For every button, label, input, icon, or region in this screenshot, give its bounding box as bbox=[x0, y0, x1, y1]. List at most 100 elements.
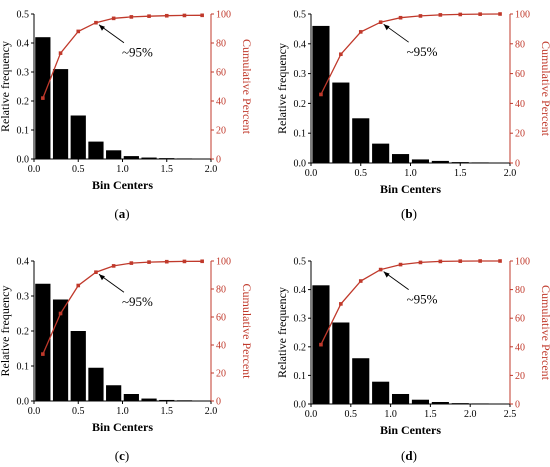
y2-tick-label: 0 bbox=[515, 159, 520, 170]
x-axis-title: Bin Centers bbox=[380, 182, 441, 196]
y2-axis-title: Cumulative Percent bbox=[539, 285, 550, 381]
y-tick-label: 0.1 bbox=[17, 362, 30, 373]
cumulative-point bbox=[200, 13, 204, 18]
histogram-bar bbox=[52, 69, 69, 159]
cumulative-line bbox=[42, 260, 203, 355]
cumulative-point bbox=[58, 51, 63, 55]
cumulative-point bbox=[41, 352, 45, 356]
y-axis-title: Relative frequency bbox=[0, 286, 12, 377]
x-axis-title: Bin Centers bbox=[380, 423, 441, 437]
cumulative-point bbox=[438, 13, 443, 17]
x-tick-label: 0.5 bbox=[355, 168, 368, 179]
cumulative-line bbox=[320, 260, 500, 345]
cumulative-point bbox=[458, 259, 463, 263]
y2-tick-label: 80 bbox=[515, 285, 525, 296]
y-tick-label: 0.4 bbox=[17, 39, 30, 50]
cumulative-point bbox=[129, 261, 134, 265]
y-tick-label: 0.0 bbox=[294, 400, 307, 411]
cumulative-line bbox=[320, 13, 501, 95]
cumulative-point bbox=[129, 15, 134, 19]
histogram-bar bbox=[352, 118, 370, 163]
panel-d: 0.0 0.5 1.0 1.5 2.0 2.5 0.0 0.1 0.2 0.3 0.4 0.5 0 20 4… bbox=[275, 257, 550, 464]
y2-tick-label: 60 bbox=[515, 314, 525, 325]
x-tick-label: 0.0 bbox=[305, 168, 318, 179]
y2-tick-label: 100 bbox=[515, 257, 530, 268]
histogram-bar bbox=[372, 381, 390, 404]
y2-tick-label: 40 bbox=[216, 97, 226, 108]
y2-tick-label: 20 bbox=[216, 369, 226, 380]
y2-tick-label: 0 bbox=[216, 397, 221, 408]
histogram-bar bbox=[431, 401, 449, 404]
x-tick-label: 1.0 bbox=[116, 164, 129, 175]
x-tick-label: 2.0 bbox=[205, 164, 218, 175]
annotation-arrowhead bbox=[383, 24, 390, 31]
y2-tick-label: 60 bbox=[515, 69, 525, 80]
x-tick-label: 1.5 bbox=[161, 406, 174, 417]
cumulative-point bbox=[41, 96, 45, 100]
cumulative-point bbox=[164, 13, 169, 18]
x-tick-label: 2.5 bbox=[504, 409, 517, 420]
cumulative-point bbox=[418, 260, 423, 265]
annotation-arrowhead bbox=[98, 274, 105, 281]
x-tick-label: 1.0 bbox=[404, 168, 417, 179]
cumulative-point bbox=[478, 12, 482, 16]
histogram-bar bbox=[106, 150, 122, 159]
annotation-label: ~95% bbox=[122, 45, 153, 60]
y2-tick-label: 100 bbox=[515, 10, 530, 21]
cumulative-point bbox=[111, 264, 116, 268]
histogram-bar bbox=[332, 322, 350, 404]
cumulative-point bbox=[94, 20, 98, 25]
y2-tick-label: 20 bbox=[216, 126, 226, 137]
y2-tick-label: 80 bbox=[216, 285, 226, 296]
panel-label: (b) bbox=[401, 206, 417, 221]
y2-tick-label: 100 bbox=[216, 257, 231, 268]
y-tick-label: 0.3 bbox=[17, 292, 30, 303]
y2-tick-label: 0 bbox=[515, 400, 520, 411]
y2-tick-label: 20 bbox=[515, 371, 525, 382]
y-tick-label: 0.4 bbox=[17, 257, 30, 268]
annotation-label: ~95% bbox=[407, 292, 438, 307]
histogram-bar bbox=[141, 398, 157, 401]
y2-axis-title: Cumulative Percent bbox=[240, 284, 254, 380]
annotation-arrowhead bbox=[383, 271, 390, 278]
cumulative-point bbox=[438, 259, 443, 264]
cumulative-point bbox=[418, 14, 423, 18]
histogram-bar bbox=[88, 141, 104, 159]
cumulative-point bbox=[76, 29, 81, 34]
y2-axis-title: Cumulative Percent bbox=[240, 39, 254, 135]
y-tick-label: 0.4 bbox=[294, 285, 307, 296]
y2-tick-label: 100 bbox=[216, 10, 231, 21]
y-tick-label: 0.5 bbox=[294, 257, 307, 268]
histogram-bar bbox=[88, 367, 104, 401]
histogram-bar bbox=[52, 299, 69, 401]
y2-tick-label: 0 bbox=[216, 155, 221, 166]
y2-tick-label: 60 bbox=[216, 313, 226, 324]
cumulative-point bbox=[398, 262, 403, 267]
y-tick-label: 0.3 bbox=[17, 68, 30, 79]
y2-tick-label: 20 bbox=[515, 129, 525, 140]
x-tick-label: 1.0 bbox=[116, 406, 129, 417]
annotation-label: ~95% bbox=[407, 44, 438, 59]
y-tick-label: 0.3 bbox=[294, 69, 307, 80]
cumulative-point bbox=[94, 270, 98, 274]
y2-axis-title: Cumulative Percent bbox=[539, 41, 550, 137]
histogram-bar bbox=[431, 160, 449, 163]
x-tick-label: 0.0 bbox=[28, 164, 41, 175]
cumulative-point bbox=[398, 15, 403, 20]
x-tick-label: 1.5 bbox=[424, 409, 437, 420]
cumulative-point bbox=[498, 259, 502, 263]
histogram-bar bbox=[391, 393, 410, 404]
histogram-bar bbox=[159, 399, 175, 401]
x-axis-title: Bin Centers bbox=[92, 420, 153, 434]
y2-tick-label: 40 bbox=[515, 99, 525, 110]
y-axis-title: Relative frequency bbox=[0, 41, 12, 132]
y-tick-label: 0.3 bbox=[294, 314, 307, 325]
y-tick-label: 0.1 bbox=[294, 129, 307, 140]
histogram-bar bbox=[70, 115, 86, 159]
x-tick-label: 0.0 bbox=[28, 406, 41, 417]
y-tick-label: 0.2 bbox=[294, 342, 307, 353]
histogram-bar bbox=[411, 159, 430, 163]
x-tick-label: 2.0 bbox=[464, 409, 477, 420]
y2-tick-label: 40 bbox=[216, 341, 226, 352]
x-tick-label: 2.0 bbox=[205, 406, 218, 417]
